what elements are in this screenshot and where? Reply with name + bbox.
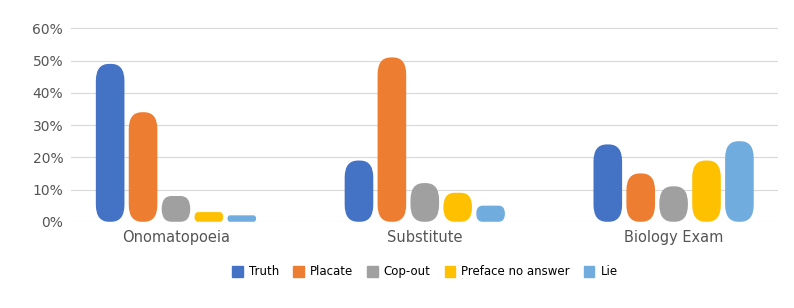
FancyBboxPatch shape: [593, 144, 622, 222]
FancyBboxPatch shape: [195, 212, 223, 222]
FancyBboxPatch shape: [692, 160, 721, 222]
FancyBboxPatch shape: [476, 206, 505, 222]
FancyBboxPatch shape: [626, 173, 655, 222]
FancyBboxPatch shape: [443, 193, 472, 222]
FancyBboxPatch shape: [162, 196, 191, 222]
FancyBboxPatch shape: [378, 57, 407, 222]
Legend: Truth, Placate, Cop-out, Preface no answer, Lie: Truth, Placate, Cop-out, Preface no answ…: [232, 265, 618, 278]
FancyBboxPatch shape: [725, 141, 754, 222]
FancyBboxPatch shape: [129, 112, 157, 222]
FancyBboxPatch shape: [345, 160, 373, 222]
FancyBboxPatch shape: [410, 183, 439, 222]
FancyBboxPatch shape: [227, 215, 256, 222]
FancyBboxPatch shape: [96, 64, 125, 222]
FancyBboxPatch shape: [659, 186, 688, 222]
